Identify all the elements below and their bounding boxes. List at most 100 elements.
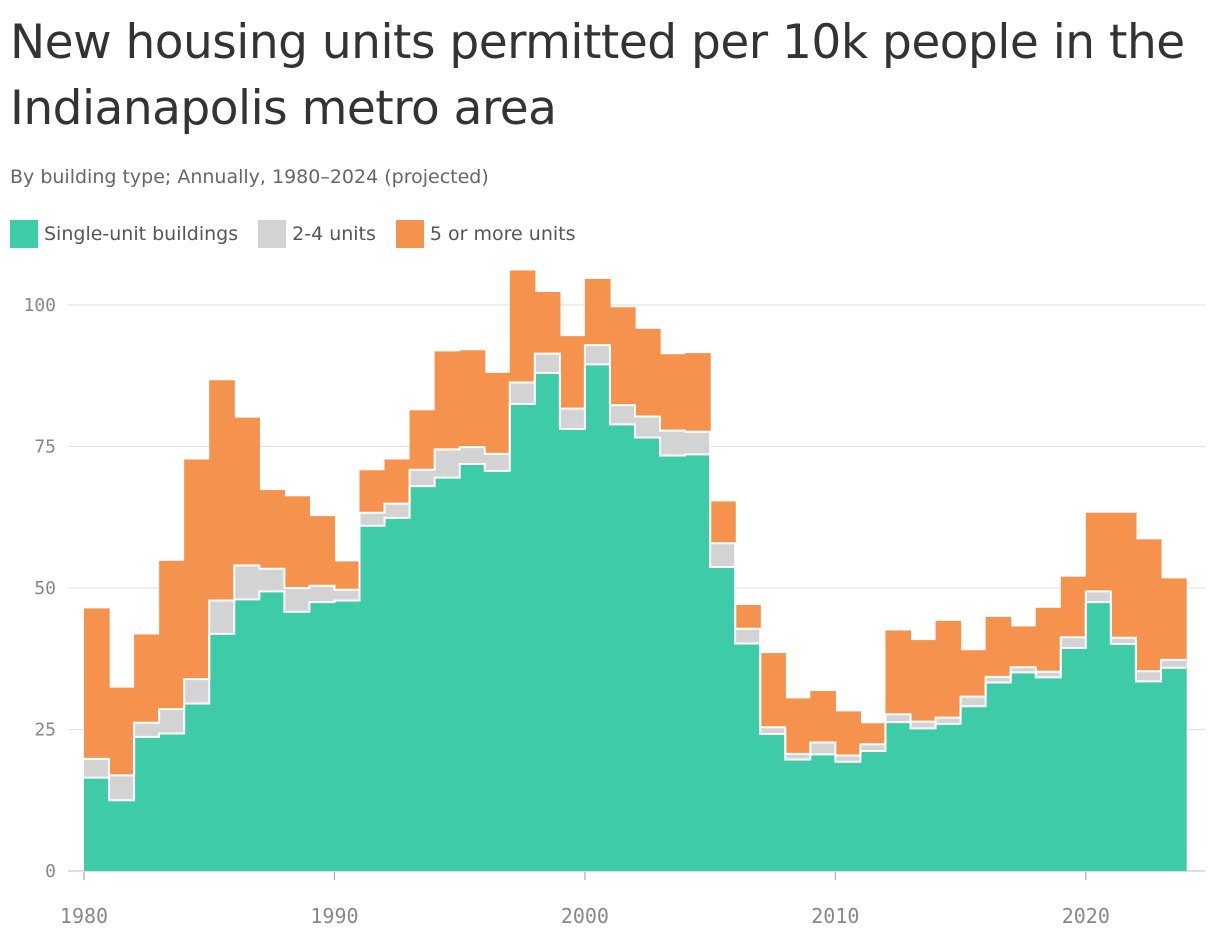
area-segment-2-2023 [1160,578,1187,660]
area-segment-1-1985 [209,600,235,634]
area-segment-0-2022 [1135,681,1162,871]
area-segment-2-2010 [835,711,862,756]
series-boundary-line-0 [84,363,1186,802]
area-segment-0-2020 [1085,602,1112,871]
area-segment-2-1998 [534,291,561,354]
area-segment-2-2021 [1110,512,1137,638]
area-segment-2-2012 [885,630,912,715]
area-segment-0-2011 [860,751,887,871]
area-segment-1-2001 [609,405,636,425]
legend-swatch-single-unit [10,220,38,248]
area-segment-2-2005 [710,501,736,544]
area-segment-0-2010 [835,761,862,871]
series-boundary-line-1 [84,344,1186,777]
area-segment-0-1990 [334,600,361,871]
area-segment-1-2004 [685,431,711,455]
area-segment-1-2024 [1186,659,1187,668]
area-segment-0-1989 [309,602,336,871]
area-segment-1-1980 [84,758,110,778]
area-segment-2-2018 [1035,607,1062,672]
area-segment-0-1987 [259,591,285,871]
area-segment-1-1983 [159,709,185,734]
area-segment-0-2004 [685,454,711,871]
area-segment-0-1998 [534,372,561,871]
legend: Single-unit buildings 2-4 units 5 or mor… [10,220,596,248]
area-segment-0-2024 [1186,667,1187,871]
area-segment-1-2019 [1060,637,1087,648]
area-segment-0-2023 [1160,667,1187,871]
series-1 [84,345,1187,801]
y-tick-label-100: 100 [23,295,56,316]
area-segment-0-1985 [209,633,235,871]
area-segment-2-2013 [910,640,937,722]
area-segment-0-2021 [1110,644,1137,871]
legend-swatch-2-4-units [258,220,287,248]
area-segment-1-1995 [459,447,486,465]
area-segment-0-1984 [184,703,210,871]
area-segment-2-1989 [309,516,336,586]
area-segment-1-2006 [735,628,761,644]
area-segment-1-1986 [234,565,260,600]
area-segment-2-2004 [685,353,711,432]
x-tick-label-2020: 2020 [1062,904,1110,928]
x-tick-label-1990: 1990 [310,904,358,928]
area-segment-0-2008 [785,759,811,871]
area-segment-1-1999 [559,408,586,429]
area-segment-1-2000 [584,345,611,365]
area-segment-2-2007 [760,653,786,728]
area-segment-0-2000 [584,364,611,871]
area-segment-0-2001 [609,424,636,871]
legend-label-5-plus-units: 5 or more units [429,223,576,245]
series-0 [84,364,1187,871]
area-segment-0-2002 [635,437,661,871]
area-segment-0-1982 [134,736,160,871]
area-segment-1-1992 [384,503,411,518]
area-segment-0-2016 [985,682,1012,871]
area-segment-1-2008 [785,753,811,760]
area-segment-2-1993 [409,410,436,470]
area-segment-1-2014 [935,717,962,724]
y-tick-label-0: 0 [45,861,56,882]
area-segment-2-2009 [810,691,836,743]
area-segment-1-1990 [334,589,361,601]
area-segment-1-1996 [484,453,511,471]
area-segment-1-2003 [660,430,686,456]
area-segment-1-2002 [635,416,661,438]
area-segment-2-1985 [209,380,235,601]
area-segment-1-2011 [860,744,887,752]
area-segment-1-2015 [960,696,987,707]
area-segment-2-2002 [635,328,661,417]
area-segment-0-1988 [284,611,311,871]
legend-item-single-unit: Single-unit buildings [10,220,238,248]
area-segment-1-2023 [1160,659,1187,668]
area-segment-2-2019 [1060,576,1087,638]
legend-swatch-5-plus-units [395,220,424,248]
area-segment-1-1989 [309,585,336,603]
area-segment-2-1991 [359,470,386,513]
area-segment-2-2000 [584,278,611,346]
area-segment-1-1981 [109,775,135,801]
chart-subtitle: By building type; Annually, 1980–2024 (p… [10,166,489,188]
area-segment-1-2012 [885,714,912,723]
area-segment-2-2008 [785,698,811,754]
area-segment-1-1982 [134,722,160,737]
area-segment-1-2009 [810,742,836,755]
area-segment-2-1996 [484,372,511,454]
area-segment-0-2012 [885,722,912,871]
area-segment-1-2016 [985,676,1012,683]
area-segment-2-2006 [735,604,761,629]
area-segment-0-2007 [760,734,786,871]
area-segment-2-2001 [609,307,636,406]
area-segment-2-1999 [559,336,586,409]
area-segment-0-2003 [660,455,686,871]
area-segment-2-2014 [935,620,962,718]
area-segment-0-1996 [484,470,511,871]
area-segment-2-1997 [509,270,536,383]
area-segment-2-1988 [284,496,311,588]
legend-label-single-unit: Single-unit buildings [44,223,239,245]
area-segment-0-2014 [935,723,962,871]
area-segment-2-1987 [259,490,285,569]
area-segment-2-1994 [434,351,461,450]
area-segment-1-2018 [1035,671,1062,678]
y-tick-label-75: 75 [34,437,56,458]
